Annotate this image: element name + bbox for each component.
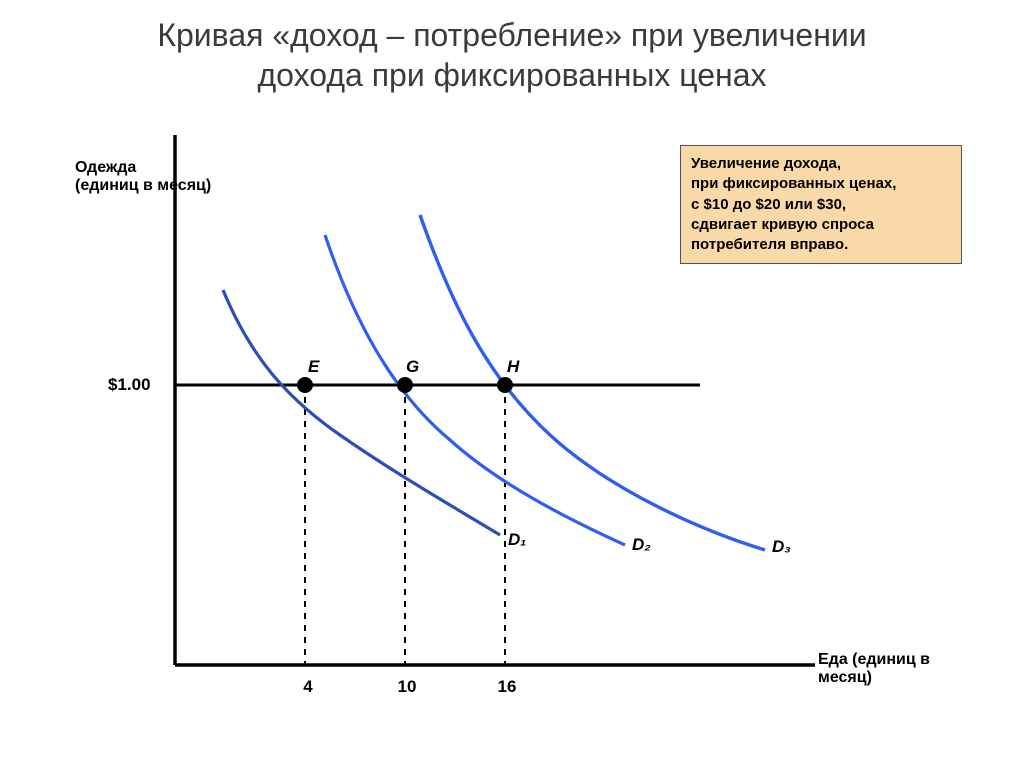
curve-d2 (325, 235, 625, 545)
point-label-h: H (507, 357, 519, 377)
title-line1: Кривая «доход – потребление» при увеличе… (0, 15, 1024, 55)
page-title: Кривая «доход – потребление» при увеличе… (0, 15, 1024, 95)
xtick-4: 4 (298, 677, 318, 697)
point-h (497, 377, 513, 393)
info-line1: Увеличение дохода, (691, 154, 951, 174)
xtick-10: 10 (393, 677, 421, 697)
curve-label-d3: D₃ (772, 537, 791, 557)
info-line5: потребителя вправо. (691, 235, 951, 255)
info-line4: сдвигает кривую спроса (691, 215, 951, 235)
point-label-g: G (406, 357, 419, 377)
info-box: Увеличение дохода, при фиксированных цен… (680, 145, 962, 264)
info-line3: с $10 до $20 или $30, (691, 195, 951, 215)
info-line2: при фиксированных ценах, (691, 174, 951, 194)
point-label-e: E (308, 357, 319, 377)
curve-d3 (420, 215, 765, 550)
curve-label-d2: D₂ (632, 535, 651, 555)
title-line2: дохода при фиксированных ценах (0, 55, 1024, 95)
chart-area: Одежда (единиц в месяц) Еда (единиц в ме… (60, 135, 960, 735)
xtick-16: 16 (493, 677, 521, 697)
point-g (397, 377, 413, 393)
curve-label-d1: D₁ (508, 530, 526, 550)
point-e (297, 377, 313, 393)
